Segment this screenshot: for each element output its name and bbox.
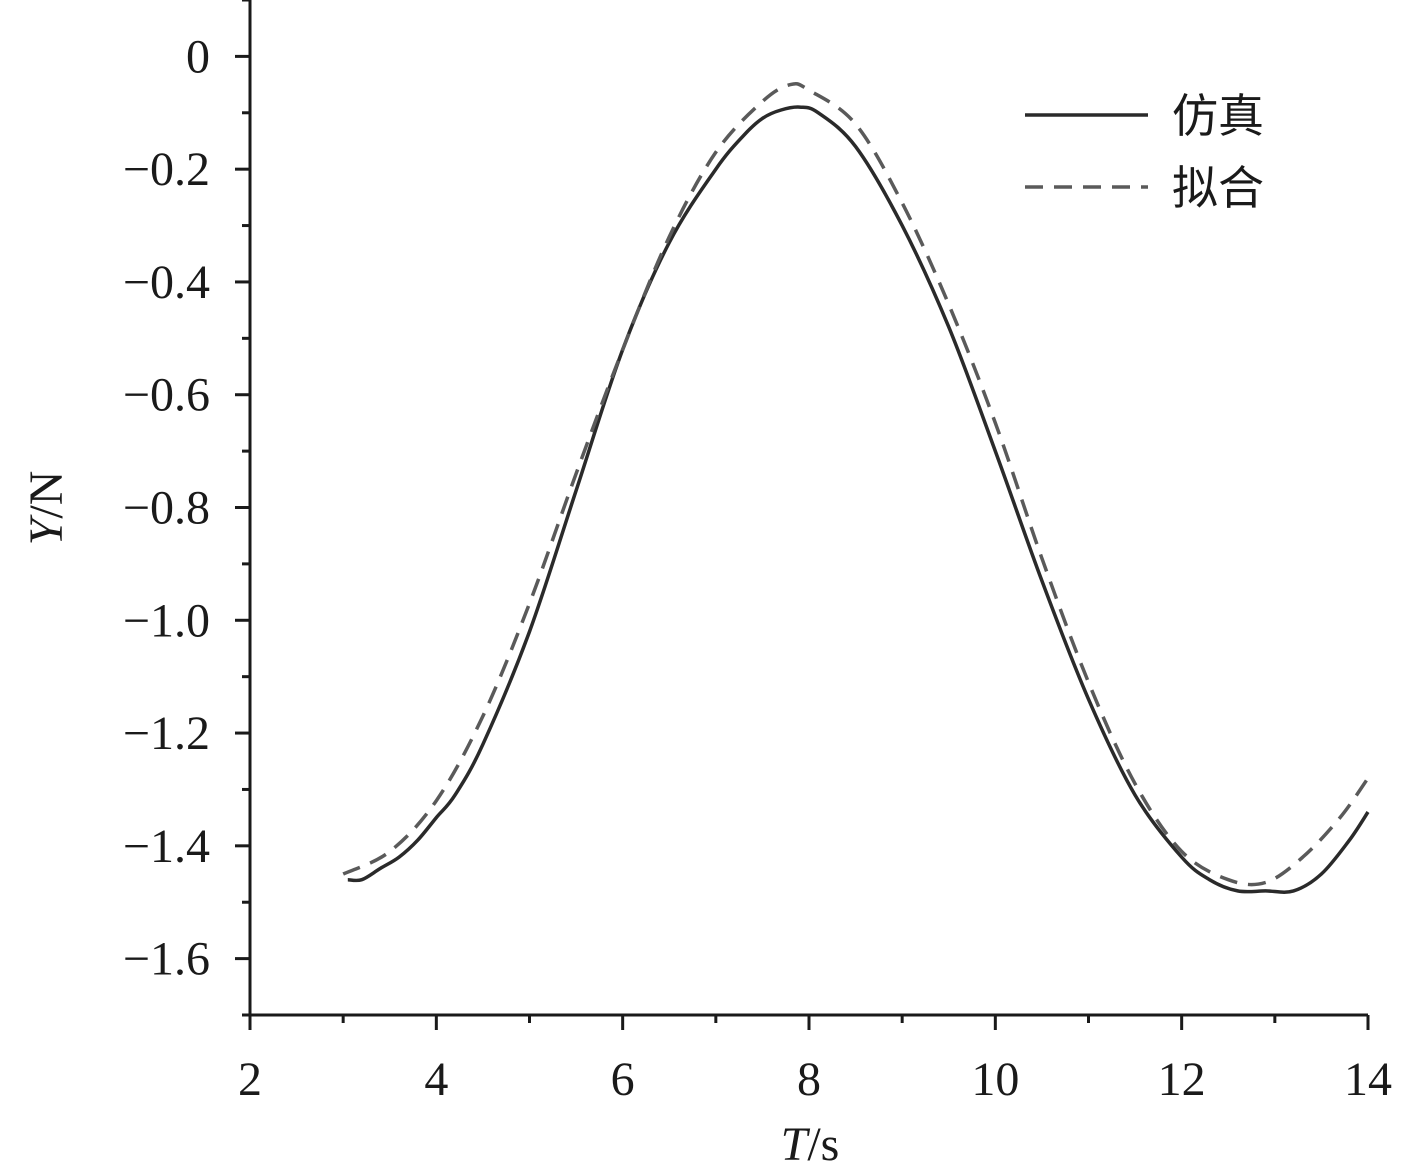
y-tick-label: −0.2 — [123, 143, 210, 196]
x-tick-label: 10 — [971, 1053, 1019, 1106]
y-tick-label: −1.2 — [123, 707, 210, 760]
x-tick-label: 4 — [424, 1053, 448, 1106]
y-tick-label: 0 — [186, 30, 210, 83]
legend-label-fit: 拟合 — [1172, 161, 1264, 215]
y-axis-label: Y/N — [20, 471, 73, 546]
series-simulation-line — [347, 105, 1370, 894]
y-ticks: 0 −0.2 −0.4 −0.6 −0.8 −1.0 −1.2 −1.4 −1.6 — [123, 0, 250, 1017]
legend-label-sim: 仿真 — [1172, 89, 1264, 143]
x-tick-label: 14 — [1344, 1053, 1392, 1106]
y-tick-label: −1.0 — [123, 594, 210, 647]
y-tick-label: −0.8 — [123, 482, 210, 535]
y-tick-label: −0.4 — [123, 256, 210, 309]
x-ticks: 2 4 6 8 10 12 14 — [238, 1015, 1392, 1106]
legend: 仿真 拟合 — [1025, 89, 1264, 215]
y-tick-label: −0.6 — [123, 369, 210, 422]
x-tick-label: 6 — [611, 1053, 635, 1106]
x-tick-label: 12 — [1158, 1053, 1206, 1106]
y-tick-label: −1.6 — [123, 933, 210, 986]
axes — [248, 0, 1368, 1017]
series-layer — [342, 81, 1370, 894]
x-tick-label: 8 — [797, 1053, 821, 1106]
y-tick-label: −1.4 — [123, 820, 210, 873]
x-axis-label: T/s — [781, 1118, 840, 1164]
x-tick-label: 2 — [238, 1053, 262, 1106]
